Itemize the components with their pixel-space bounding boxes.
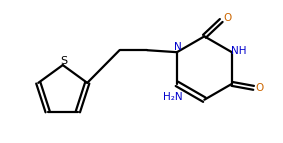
Text: O: O (223, 13, 231, 23)
Text: N: N (174, 42, 182, 52)
Text: NH: NH (231, 46, 246, 56)
Text: H₂N: H₂N (163, 92, 183, 102)
Text: O: O (256, 83, 264, 93)
Text: S: S (60, 56, 67, 66)
